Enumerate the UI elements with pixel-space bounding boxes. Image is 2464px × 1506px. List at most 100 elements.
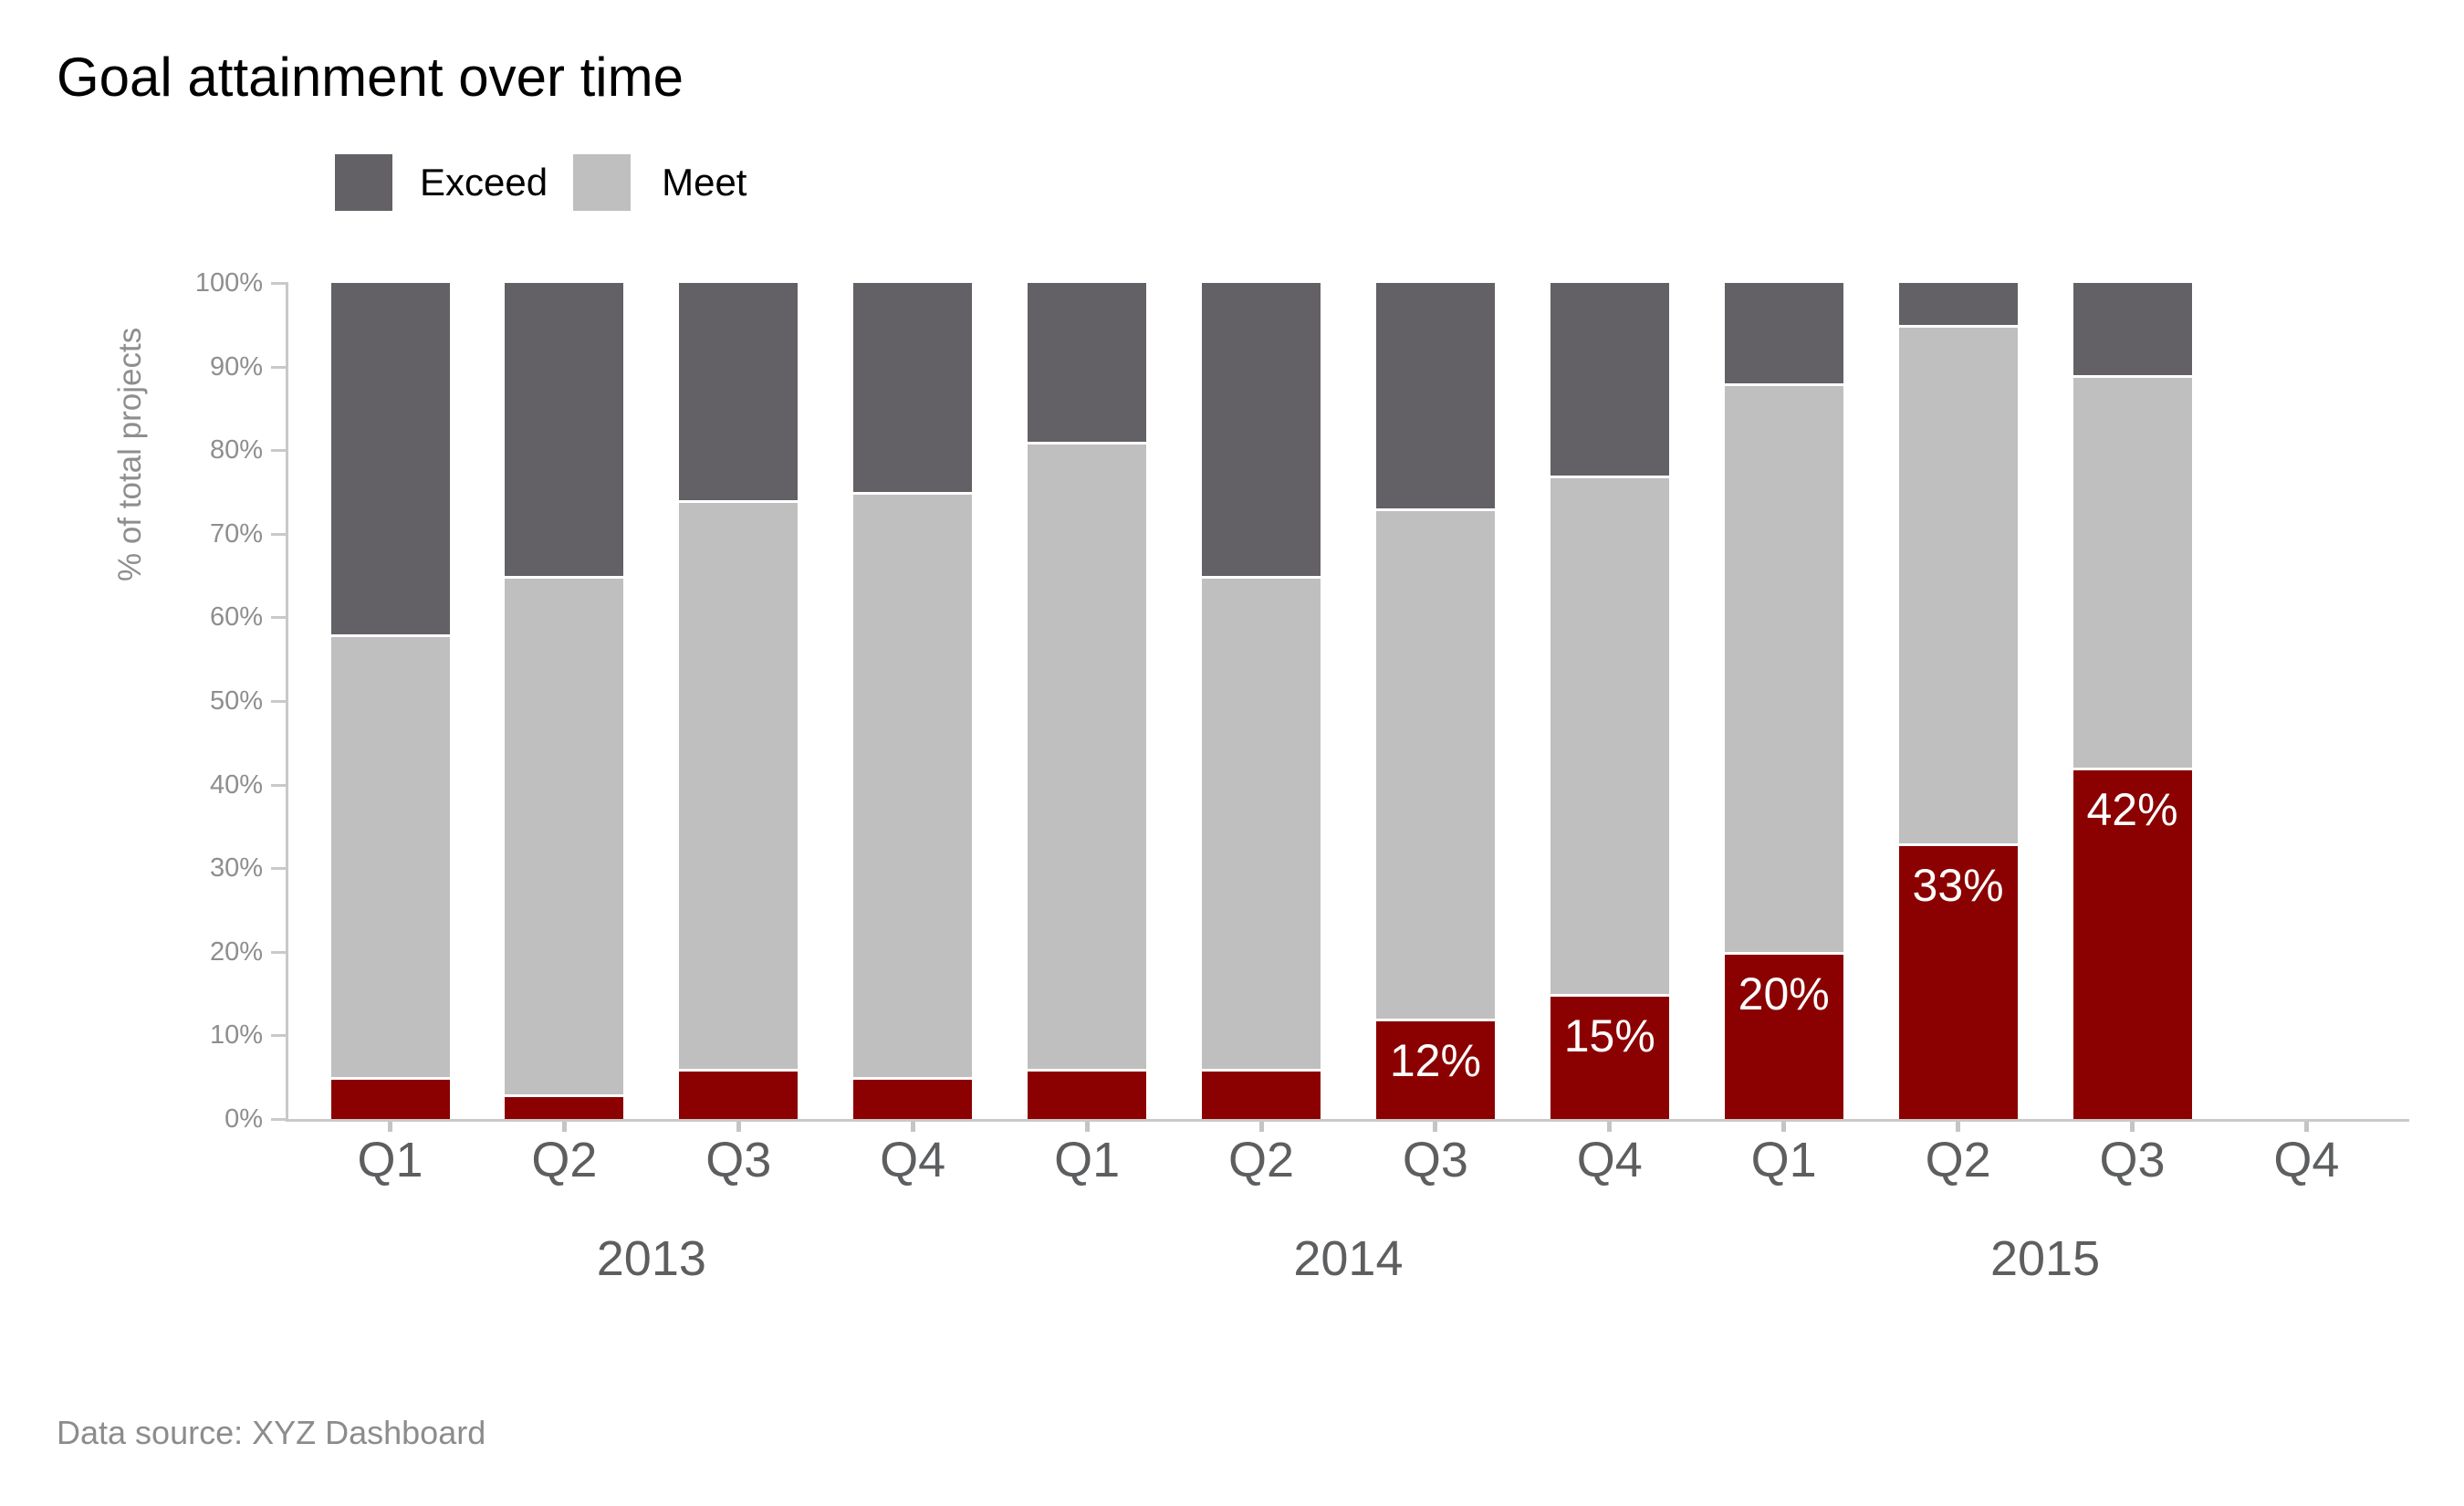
x-axis-label-q4-11: Q4	[2273, 1133, 2340, 1187]
y-tick	[271, 365, 286, 369]
bar-value-label: 33%	[1912, 859, 2004, 911]
bar-8-q1: 20%	[1724, 283, 1843, 1119]
bar-5-q2	[1202, 283, 1321, 1119]
x-axis-label-q2-5: Q2	[1227, 1133, 1295, 1187]
source-note: Data source: XYZ Dashboard	[57, 1414, 486, 1451]
bar-segment-meet	[1550, 475, 1669, 994]
y-tick-label: 80%	[209, 435, 263, 465]
bar-segment-miss: 33%	[1898, 842, 2018, 1119]
legend: Exceed Meet	[335, 154, 747, 211]
bar-segment-exceed	[1028, 283, 1147, 443]
bar-9-q2: 33%	[1898, 283, 2018, 1119]
bar-segment-exceed	[2072, 283, 2192, 375]
bar-segment-miss	[679, 1069, 799, 1119]
bar-segment-miss: 20%	[1724, 951, 1843, 1119]
bar-segment-miss	[1202, 1069, 1321, 1119]
bar-segment-meet	[1724, 382, 1843, 952]
x-axis-label-q1-0: Q1	[357, 1133, 423, 1187]
bar-4-q1	[1028, 283, 1147, 1119]
bar-segment-meet	[1898, 324, 2018, 843]
bar-segment-miss	[505, 1093, 624, 1119]
bar-segment-miss	[853, 1077, 973, 1119]
bar-segment-exceed	[1724, 283, 1843, 383]
y-tick-label: 10%	[209, 1020, 263, 1051]
bar-segment-meet	[853, 492, 973, 1078]
x-axis-year-label-2015: 2015	[1989, 1231, 2101, 1286]
y-tick-label: 50%	[209, 686, 263, 716]
bar-segment-exceed	[679, 283, 799, 501]
bar-segment-exceed	[853, 283, 973, 492]
y-tick-label: 70%	[209, 518, 263, 549]
y-tick	[271, 783, 286, 787]
bar-segment-miss: 42%	[2072, 768, 2192, 1119]
bar-0-q1	[330, 283, 450, 1119]
bar-segment-meet	[1202, 575, 1321, 1070]
x-tick	[561, 1122, 567, 1132]
x-tick	[1084, 1122, 1090, 1132]
bar-segment-meet	[679, 500, 799, 1070]
bar-segment-exceed	[1550, 283, 1669, 476]
y-tick	[271, 449, 286, 453]
bar-segment-miss: 15%	[1550, 993, 1669, 1119]
x-axis-label-q1-4: Q1	[1054, 1133, 1121, 1187]
x-tick	[1433, 1122, 1438, 1132]
x-axis-label-q2-1: Q2	[531, 1133, 598, 1187]
bar-segment-meet	[2072, 374, 2192, 769]
bar-3-q4	[853, 283, 973, 1119]
bar-segment-exceed	[330, 283, 450, 634]
y-tick-label: 0%	[224, 1104, 263, 1134]
y-tick	[271, 950, 286, 954]
legend-swatch-meet-icon	[573, 154, 632, 211]
y-tick	[271, 1118, 286, 1121]
bar-segment-miss	[1028, 1069, 1147, 1119]
y-tick	[271, 532, 286, 536]
x-axis-label-q1-8: Q1	[1750, 1133, 1817, 1187]
x-tick	[1607, 1122, 1613, 1132]
legend-label-meet: Meet	[662, 161, 747, 204]
y-tick-label: 100%	[194, 268, 263, 298]
x-tick	[2303, 1122, 2309, 1132]
bar-2-q3	[679, 283, 799, 1119]
bar-segment-meet	[1375, 508, 1495, 1020]
bar-segment-miss	[330, 1077, 450, 1119]
x-tick	[910, 1122, 915, 1132]
bar-7-q4: 15%	[1550, 283, 1669, 1119]
bar-segment-meet	[330, 633, 450, 1078]
x-axis-year-label-2013: 2013	[596, 1231, 706, 1286]
bar-segment-exceed	[1898, 283, 2018, 325]
x-tick	[736, 1122, 741, 1132]
bar-value-label: 42%	[2086, 784, 2178, 836]
bar-value-label: 20%	[1738, 967, 1830, 1020]
x-axis-label-q3-2: Q3	[705, 1133, 772, 1187]
y-tick	[271, 616, 286, 620]
y-tick-label: 40%	[209, 769, 263, 800]
y-tick	[271, 700, 286, 703]
y-tick	[271, 867, 286, 871]
chart-title: Goal attainment over time	[57, 47, 684, 108]
y-tick	[271, 282, 286, 285]
legend-label-exceed: Exceed	[420, 161, 548, 204]
x-tick	[1956, 1122, 1961, 1132]
x-tick	[1781, 1122, 1787, 1132]
bar-segment-exceed	[1375, 283, 1495, 509]
bar-segment-exceed	[1202, 283, 1321, 576]
x-axis-label-q2-9: Q2	[1925, 1133, 1991, 1187]
y-tick-label: 20%	[209, 936, 263, 967]
x-axis-label-q4-7: Q4	[1576, 1133, 1643, 1187]
x-tick	[1258, 1122, 1264, 1132]
y-tick	[271, 1034, 286, 1038]
bar-segment-exceed	[505, 283, 624, 576]
x-tick	[2130, 1122, 2135, 1132]
y-axis-line	[286, 282, 288, 1122]
x-axis-label-q4-3: Q4	[880, 1133, 946, 1187]
bar-value-label: 12%	[1389, 1035, 1481, 1087]
bar-10-q3: 42%	[2072, 283, 2192, 1119]
x-axis-label-q3-10: Q3	[2099, 1133, 2166, 1187]
bar-segment-miss: 12%	[1375, 1019, 1495, 1119]
x-axis-label-q3-6: Q3	[1402, 1133, 1468, 1187]
x-tick	[388, 1122, 392, 1132]
legend-swatch-exceed-icon	[335, 154, 392, 211]
x-axis-year-label-2014: 2014	[1293, 1231, 1404, 1286]
x-axis-line	[286, 1119, 2409, 1122]
